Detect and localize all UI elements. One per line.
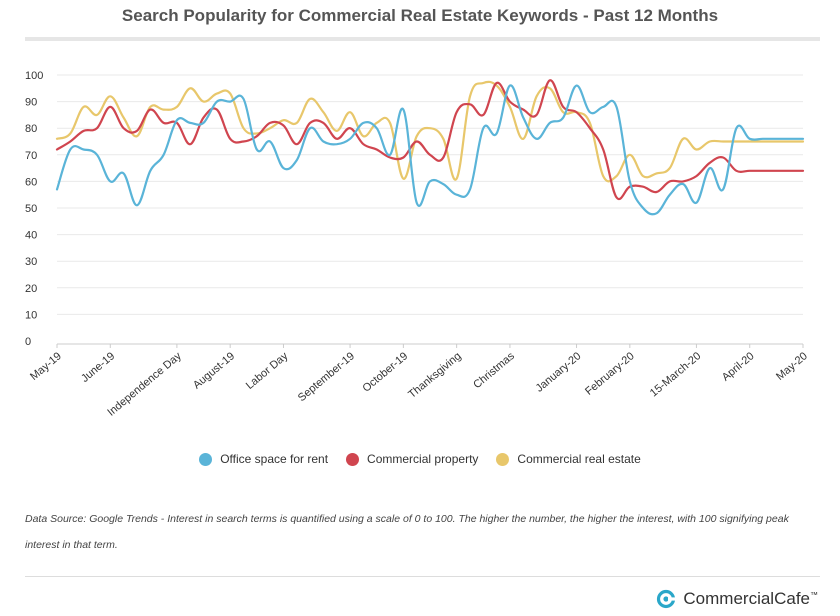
- legend-marker-office: [199, 452, 213, 466]
- gridlines: [57, 74, 803, 315]
- brand-name: CommercialCafe™: [683, 589, 818, 608]
- y-tick-label: 50: [25, 203, 37, 215]
- legend-label-property: Commercial property: [367, 452, 479, 466]
- y-tick-label: 20: [25, 283, 37, 295]
- y-tick-label: 80: [25, 123, 37, 135]
- x-tick-label: October-19: [360, 350, 410, 395]
- x-tick-label: Labor Day: [244, 350, 291, 392]
- y-tick-label: 0: [25, 336, 31, 348]
- footer-divider: [25, 576, 820, 577]
- chart-legend: Office space for rent Commercial propert…: [0, 452, 840, 466]
- y-axis-ticks: 0 10 20 30 40 50 60 70 80 90 100: [25, 70, 43, 348]
- y-tick-label: 10: [25, 309, 37, 321]
- y-tick-label: 90: [25, 97, 37, 109]
- x-tick-label: January-20: [534, 350, 584, 395]
- series-line-commercial-real-estate: [55, 80, 805, 183]
- series-line-office-space-for-rent: [55, 84, 805, 216]
- title-divider: [25, 37, 820, 41]
- chart-title: Search Popularity for Commercial Real Es…: [121, 6, 719, 25]
- x-tick-label: February-20: [583, 350, 637, 398]
- x-tick-label: September-19: [296, 350, 357, 404]
- x-tick-label: May-20: [774, 350, 810, 383]
- source-note: Data Source: Google Trends - Interest in…: [25, 513, 789, 551]
- commercialcafe-logo-icon: [656, 589, 677, 609]
- legend-item-realestate[interactable]: Commercial real estate: [496, 452, 641, 466]
- x-tick-label: May-19: [28, 350, 64, 383]
- x-tick-label: June-19: [79, 350, 117, 385]
- brand-logo[interactable]: CommercialCafe™: [656, 589, 818, 609]
- legend-label-office: Office space for rent: [220, 452, 329, 466]
- x-tick-label: Thanksgiving: [406, 350, 463, 401]
- x-tick-label: August-19: [191, 350, 237, 391]
- x-tick-label: 15-March-20: [648, 350, 703, 399]
- y-tick-label: 60: [25, 176, 37, 188]
- x-tick-label: Christmas: [471, 350, 517, 391]
- x-tick-label: Independence Day: [105, 350, 184, 419]
- y-tick-label: 30: [25, 256, 37, 268]
- y-tick-label: 100: [25, 70, 43, 82]
- series-lines: [55, 79, 805, 216]
- y-tick-label: 40: [25, 230, 37, 242]
- legend-label-realestate: Commercial real estate: [517, 452, 641, 466]
- line-chart: 0 10 20 30 40 50 60 70 80 90 100 May-19 June-19Inde…: [25, 70, 810, 419]
- series-line-commercial-property: [55, 79, 805, 201]
- legend-item-property[interactable]: Commercial property: [346, 452, 478, 466]
- legend-item-office[interactable]: Office space for rent: [199, 452, 328, 466]
- y-tick-label: 70: [25, 150, 37, 162]
- legend-marker-property: [346, 452, 360, 466]
- x-tick-label: April-20: [720, 350, 757, 384]
- legend-marker-realestate: [496, 452, 510, 466]
